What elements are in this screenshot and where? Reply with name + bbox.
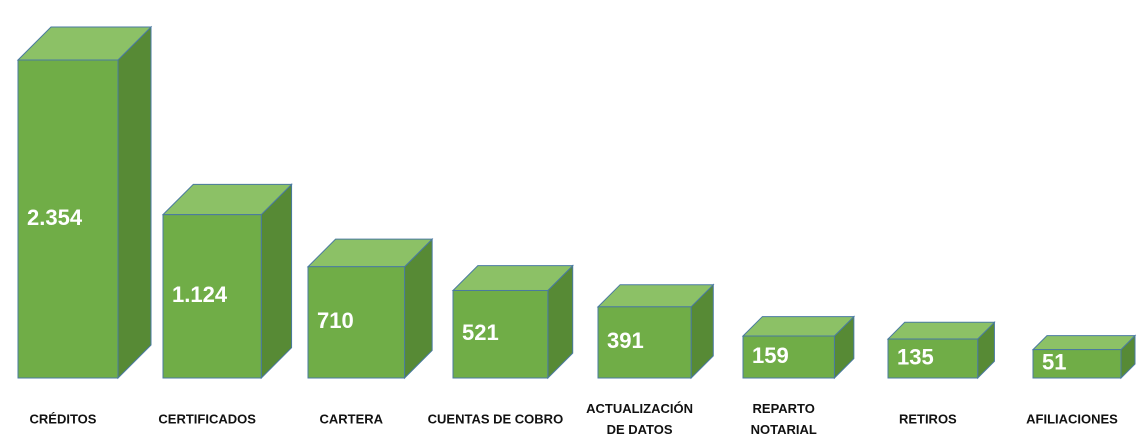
value-label: 1.124 bbox=[172, 282, 228, 307]
x-tick-label: CRÉDITOS bbox=[29, 411, 97, 427]
value-label: 159 bbox=[752, 343, 789, 368]
value-label: 135 bbox=[897, 344, 934, 369]
bar bbox=[597, 306, 692, 379]
value-label: 51 bbox=[1042, 350, 1066, 375]
x-tick-label: AFILIACIONES bbox=[1026, 411, 1118, 427]
bar bbox=[742, 335, 835, 379]
x-tick-label: CUENTAS DE COBRO bbox=[427, 411, 564, 427]
x-tick-label: RETIROS bbox=[898, 411, 957, 427]
bar bbox=[307, 266, 406, 379]
bar bbox=[452, 289, 549, 379]
value-label: 521 bbox=[462, 320, 499, 345]
bar-side bbox=[260, 183, 293, 380]
value-label: 391 bbox=[607, 328, 644, 353]
bar-side bbox=[117, 25, 152, 380]
value-label: 710 bbox=[317, 308, 354, 333]
bar-top bbox=[1031, 335, 1137, 351]
bar bbox=[162, 214, 262, 379]
x-tick-label: ACTUALIZACIÓN DE DATOS bbox=[586, 401, 693, 437]
x-tick-label: CARTERA bbox=[319, 411, 384, 427]
bar-top bbox=[886, 321, 996, 340]
x-tick-label: REPARTO NOTARIAL bbox=[750, 401, 817, 437]
bar bbox=[17, 59, 119, 379]
bar-top bbox=[741, 316, 856, 337]
value-label: 2.354 bbox=[27, 205, 83, 230]
x-tick-label: CERTIFICADOS bbox=[158, 411, 256, 427]
bar bbox=[887, 338, 979, 379]
bar bbox=[1032, 349, 1122, 379]
